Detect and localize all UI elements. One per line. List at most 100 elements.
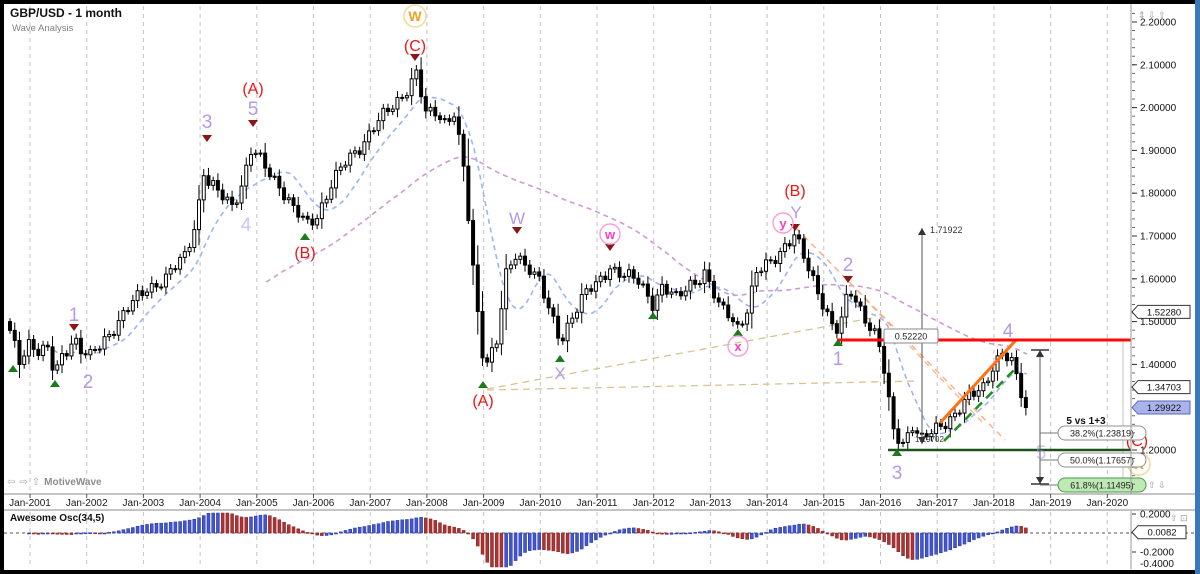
ao-bar [225,512,230,534]
ao-bar [362,526,367,534]
slow-moving-average[interactable] [265,156,1028,355]
ao-bar [480,532,485,555]
fib-level-label: 50.0%(1.17657) [1070,456,1134,466]
wave-label[interactable]: 5 [1036,443,1047,464]
candle-body [149,283,154,293]
ao-bar [929,532,934,556]
wave-label[interactable]: y [779,216,787,231]
wave-label[interactable]: W [509,209,525,228]
green-channel-line[interactable] [943,365,1019,442]
pan-up-icon[interactable]: ⇧ [31,477,42,488]
price-callout: 1.34703 [1131,380,1191,395]
candle-body [645,283,650,297]
candle-body [560,337,565,342]
wave-label[interactable]: 3 [202,112,213,133]
ao-bar [934,532,938,555]
ao-bar [674,532,678,535]
tan-rising-line[interactable] [486,317,873,390]
wave-label[interactable]: X [554,364,565,383]
ao-bar [192,518,197,534]
wave-label[interactable]: 4 [1003,321,1014,342]
wave-label[interactable]: 2 [83,372,94,393]
wave-label[interactable]: 5 [248,99,259,120]
ao-bar [1014,525,1019,534]
price-tick-label: 2.00000 [1140,103,1177,114]
ao-bar [792,524,797,534]
pan-left-icon[interactable]: ⇦ [7,477,17,488]
price-tick-label: 2.10000 [1140,60,1177,71]
ao-bar [353,527,357,534]
pivot-low-marker [478,381,488,388]
candle-body [853,295,858,303]
candle-body [617,266,622,278]
wave-label[interactable]: (B) [294,245,315,262]
candle-body [371,130,376,133]
time-tick-label: Jan-2007 [349,498,391,509]
wave-label[interactable]: (B) [784,183,805,200]
ao-bar [116,530,121,534]
wave-label[interactable]: 1 [69,305,80,326]
analysis-subtitle: Wave Analysis [12,23,74,34]
candle-body [867,322,872,331]
ao-bar [268,515,272,534]
wave-label[interactable]: Y [790,203,801,222]
ao-bar [424,517,428,534]
ao-bar [315,532,319,536]
price-tick-label: 1.40000 [1140,360,1177,371]
candle-body [64,353,69,357]
candle-body [565,322,570,342]
candle-body [886,372,891,398]
ao-bar [707,530,712,534]
wave-label[interactable]: 2 [843,255,854,276]
wave-label[interactable]: (A) [242,81,263,98]
ao-bar [69,532,74,535]
wave-label[interactable]: 4 [241,215,252,236]
candle-body [447,118,452,122]
wave-label[interactable]: 3 [892,463,903,484]
candle-body [244,164,249,187]
price-axis[interactable]: 2.20000 2.10000 2.00000 1.90000 1.80000 1.700… [1132,12,1177,485]
measurement-tool[interactable]: 1.71922 1.19702 0.52220 [883,225,963,444]
candle-body [414,69,419,80]
ao-bar [518,532,523,557]
ao-bar [46,532,50,535]
measurement-tool[interactable] [1031,349,1049,485]
wave-label[interactable]: 1 [833,349,844,370]
arrow-up-icon [1036,350,1044,357]
pan-right-icon[interactable]: ⇨ [19,477,29,488]
ao-bar [131,527,135,534]
candle-body [863,305,868,324]
ao-bar [367,525,371,534]
candle-body [782,243,787,253]
candle-body [707,269,712,282]
wave-label[interactable]: x [734,339,742,354]
wave-label[interactable]: w [604,227,616,242]
fibonacci-tool[interactable]: 5 vs 1+3 38.2%(1.23819) 50.0%(1.17657) 61.8… [1040,416,1147,493]
price-axis-nav-icons[interactable]: ⇧ ⇩ [1148,480,1166,490]
ao-bar [485,532,489,563]
candle-body [386,107,391,113]
candle-body [702,269,707,285]
ao-bar [721,532,726,535]
candle-body [36,348,41,357]
wave-label[interactable]: W [408,8,422,24]
oscillator-panel-icons[interactable]: ⇧ ⊡ [1170,513,1188,523]
candle-body [50,346,55,371]
ao-bar [802,523,806,534]
time-axis[interactable]: Jan-2001 Jan-2002 Jan-2003 Jan-2004 Jan-2005… [9,494,1129,509]
ao-bar [882,532,886,542]
wave-label[interactable]: (A) [472,393,493,410]
candle-body [499,308,504,345]
ao-bar [542,532,546,550]
orange-impulse-line[interactable] [938,338,1018,425]
price-axis-scale-icons[interactable]: ⇕ ⇩ ⇧ [1138,10,1166,20]
arrow-up-icon [918,228,926,235]
pivot-low-marker [555,355,565,362]
ao-bar [787,525,792,534]
ao-bar [504,532,508,568]
ao-bar [575,532,579,552]
ao-bar [1019,526,1023,534]
fib-header: 5 vs 1+3 [1066,416,1106,427]
wave-label[interactable]: (C) [404,38,426,55]
